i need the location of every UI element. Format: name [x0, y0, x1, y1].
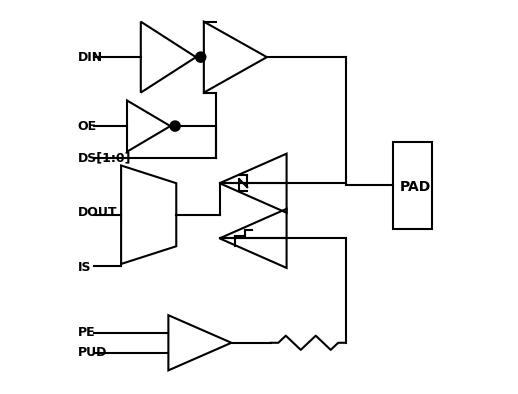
Circle shape: [196, 52, 206, 62]
Text: PUD: PUD: [78, 346, 107, 359]
Text: PAD: PAD: [399, 180, 430, 194]
Text: OE: OE: [78, 120, 97, 132]
Text: DIN: DIN: [78, 51, 103, 63]
Text: DS[1:0]: DS[1:0]: [78, 151, 131, 164]
Bar: [393, 142, 433, 229]
Text: IS: IS: [78, 262, 91, 274]
Text: PE: PE: [78, 327, 95, 339]
Text: DOUT: DOUT: [78, 206, 117, 219]
Circle shape: [170, 121, 180, 131]
